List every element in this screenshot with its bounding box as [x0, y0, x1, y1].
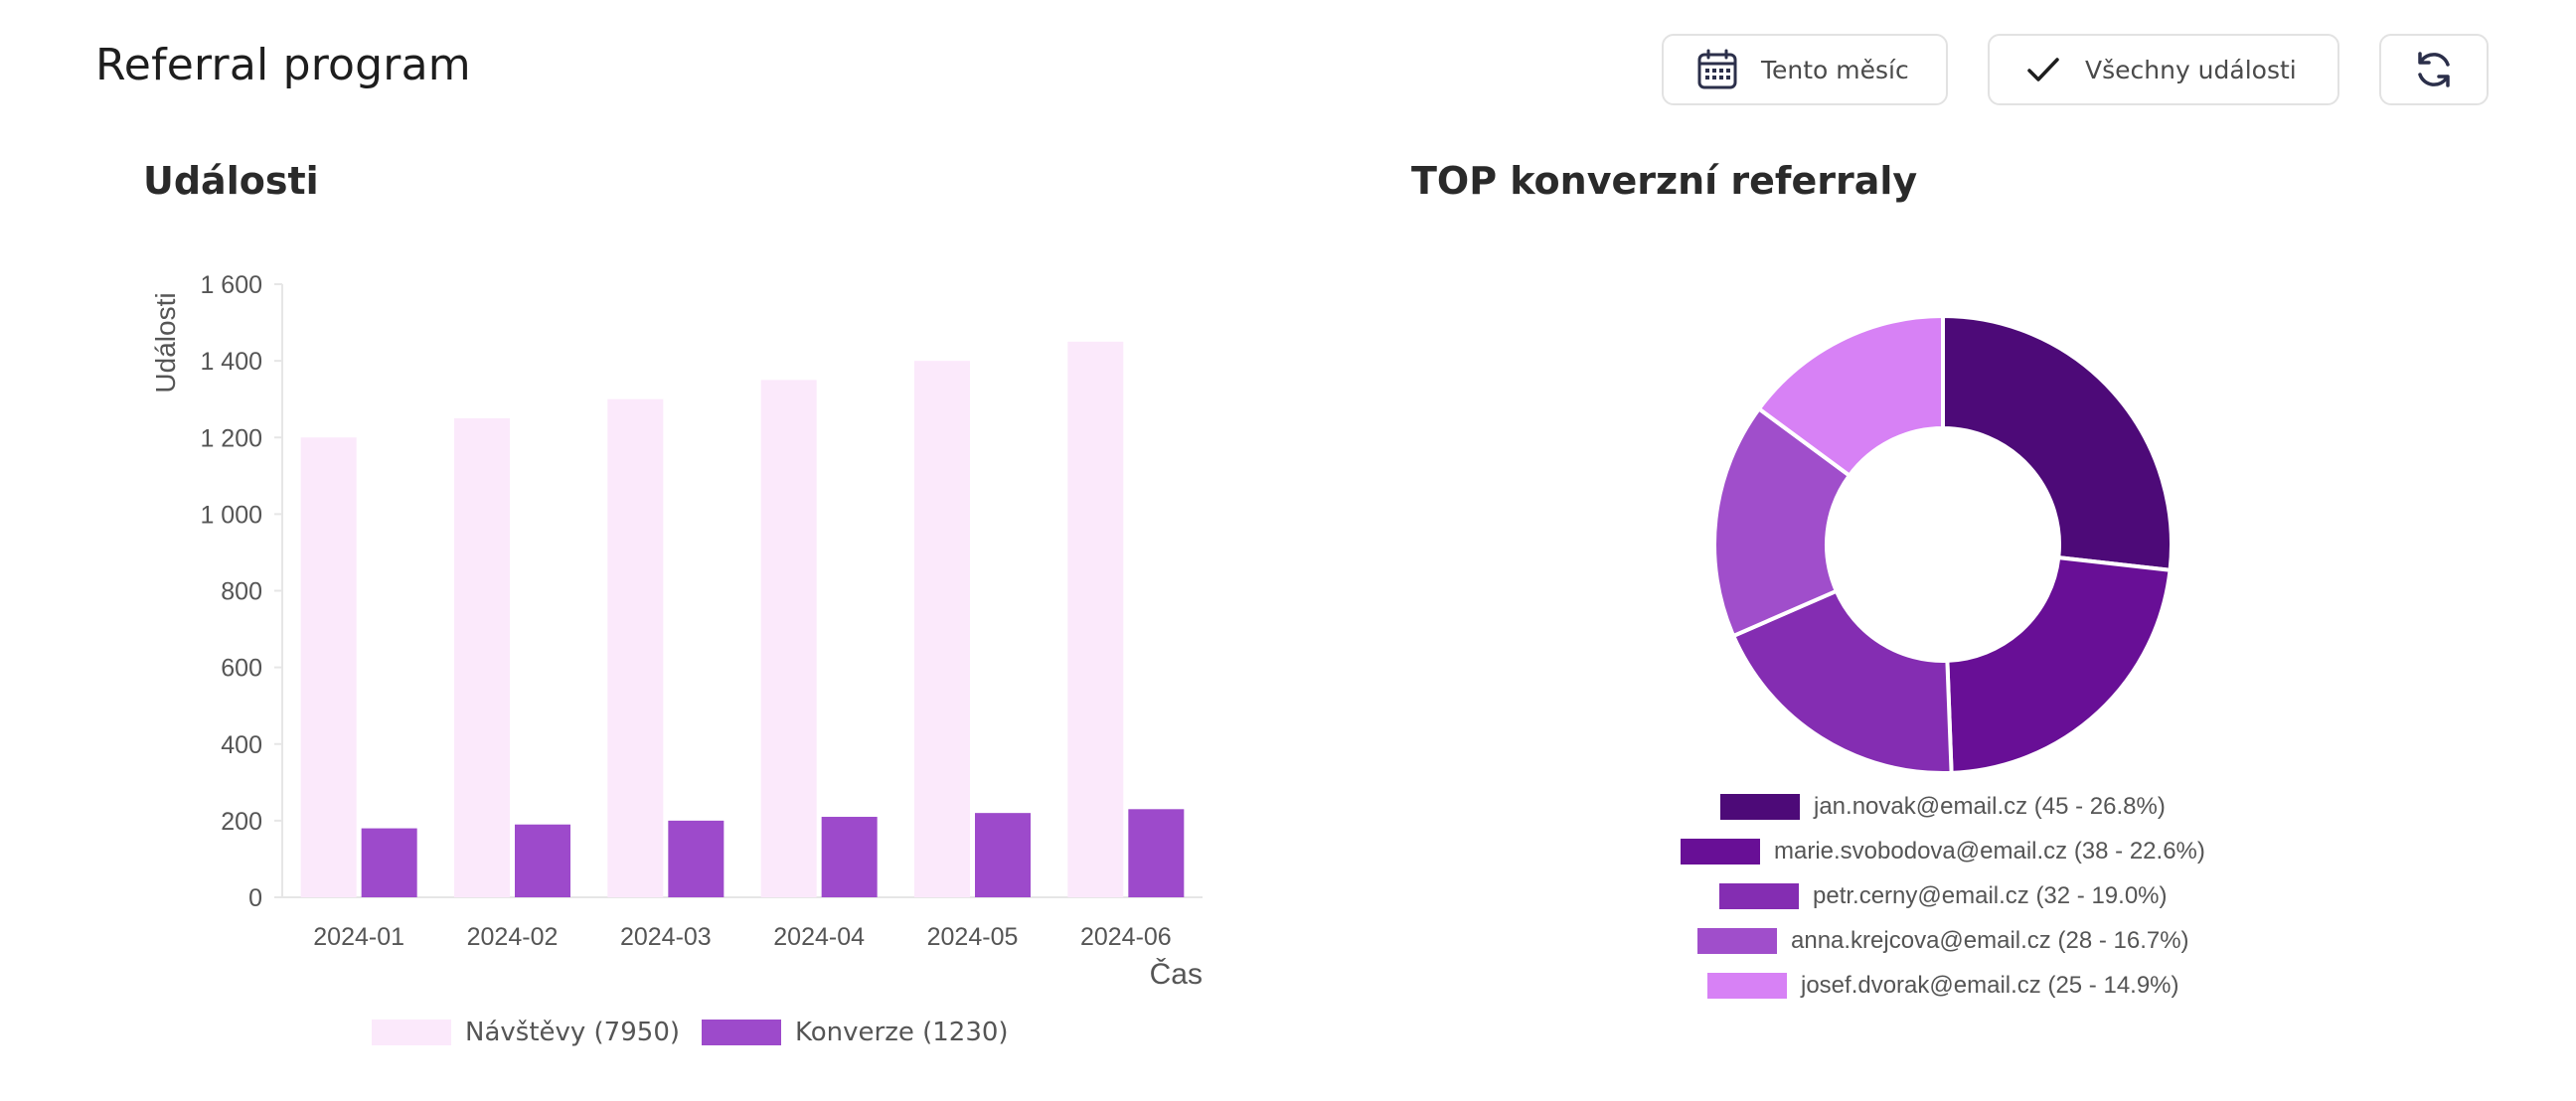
y-tick-label: 1 000 — [200, 501, 262, 529]
donut-legend-item[interactable]: jan.novak@email.cz (45 - 26.8%) — [1720, 792, 2166, 822]
legend-item-visits[interactable]: Návštěvy (7950) — [372, 1018, 680, 1047]
donut-legend-label: marie.svobodova@email.cz (38 - 22.6%) — [1774, 838, 2205, 865]
x-tick-label: 2024-04 — [773, 923, 865, 951]
y-tick-label: 1 400 — [200, 348, 262, 376]
donut-legend-swatch — [1681, 839, 1760, 865]
bar-conversions-2024-03[interactable] — [668, 820, 724, 897]
refresh-button[interactable] — [2379, 34, 2489, 105]
donut-legend-swatch — [1720, 794, 1800, 820]
donut-legend-label: josef.dvorak@email.cz (25 - 14.9%) — [1801, 972, 2179, 999]
bar-conversions-2024-01[interactable] — [361, 828, 417, 897]
toolbar: Tento měsíc Všechny události — [0, 34, 2576, 107]
page-title: Referral program — [95, 40, 471, 90]
donut-legend-item[interactable]: marie.svobodova@email.cz (38 - 22.6%) — [1681, 837, 2205, 866]
bar-conversions-2024-06[interactable] — [1128, 809, 1185, 897]
x-tick-label: 2024-02 — [467, 923, 559, 951]
donut-slice-4[interactable] — [1712, 405, 1852, 639]
bar-visits-2024-03[interactable] — [607, 398, 664, 897]
bar-visits-2024-04[interactable] — [760, 380, 817, 897]
top-referrals-section-title: TOP konverzní referraly — [1411, 159, 1918, 203]
legend-swatch-visits — [372, 1020, 451, 1045]
events-chart-legend: Návštěvy (7950) Konverze (1230) — [372, 1018, 1031, 1047]
events-filter-button[interactable]: Všechny události — [1988, 34, 2339, 105]
x-tick-label: 2024-06 — [1080, 923, 1172, 951]
y-tick-label: 1 600 — [200, 271, 262, 299]
bar-conversions-2024-04[interactable] — [821, 817, 878, 897]
y-tick-label: 400 — [221, 731, 262, 759]
x-axis-title: Čas — [1150, 957, 1203, 991]
donut-legend-label: anna.krejcova@email.cz (28 - 16.7%) — [1791, 927, 2189, 954]
bar-conversions-2024-02[interactable] — [515, 824, 570, 897]
donut-slice-5[interactable] — [1756, 313, 1945, 479]
y-tick-label: 200 — [221, 808, 262, 836]
donut-legend-swatch — [1719, 883, 1799, 909]
donut-legend-label: jan.novak@email.cz (45 - 26.8%) — [1814, 793, 2166, 820]
donut-slice-2[interactable] — [1945, 554, 2173, 775]
y-tick-label: 600 — [221, 655, 262, 683]
x-tick-label: 2024-05 — [927, 923, 1019, 951]
events-section-title: Události — [143, 159, 319, 203]
bar-visits-2024-01[interactable] — [300, 437, 357, 897]
legend-item-conversions[interactable]: Konverze (1230) — [702, 1018, 1009, 1047]
legend-swatch-conversions — [702, 1020, 781, 1045]
donut-legend-swatch — [1707, 973, 1787, 999]
bar-visits-2024-06[interactable] — [1067, 341, 1124, 897]
period-select-label: Tento měsíc — [1761, 55, 1909, 84]
y-tick-label: 1 200 — [200, 424, 262, 452]
donut-legend-swatch — [1697, 928, 1777, 954]
events-bar-chart: 0 200 400 600 800 1 000 1 200 1 400 1 600 Událost… — [150, 271, 1203, 991]
period-select-button[interactable]: Tento měsíc — [1662, 34, 1948, 105]
donut-legend-item[interactable]: petr.cerny@email.cz (32 - 19.0%) — [1719, 881, 2168, 911]
events-filter-label: Všechny události — [2085, 55, 2297, 84]
donut-legend-item[interactable]: anna.krejcova@email.cz (28 - 16.7%) — [1697, 926, 2189, 956]
calendar-icon — [1695, 48, 1739, 91]
check-icon — [2023, 50, 2063, 89]
y-tick-label: 0 — [248, 884, 262, 912]
bar-visits-2024-02[interactable] — [454, 417, 510, 897]
legend-label-visits: Návštěvy (7950) — [465, 1018, 680, 1047]
y-tick-label: 800 — [221, 578, 262, 606]
donut-legend-label: petr.cerny@email.cz (32 - 19.0%) — [1813, 882, 2168, 909]
x-tick-label: 2024-03 — [620, 923, 712, 951]
bar-conversions-2024-05[interactable] — [975, 813, 1031, 897]
bar-visits-2024-05[interactable] — [914, 361, 970, 897]
legend-label-conversions: Konverze (1230) — [795, 1018, 1009, 1047]
donut-slice-3[interactable] — [1730, 588, 1954, 775]
donut-legend-item[interactable]: josef.dvorak@email.cz (25 - 14.9%) — [1707, 971, 2179, 1001]
y-axis-title: Události — [150, 292, 181, 393]
x-tick-label: 2024-01 — [313, 923, 404, 951]
donut-slice-1[interactable] — [1941, 313, 2174, 572]
refresh-icon — [2412, 48, 2456, 91]
